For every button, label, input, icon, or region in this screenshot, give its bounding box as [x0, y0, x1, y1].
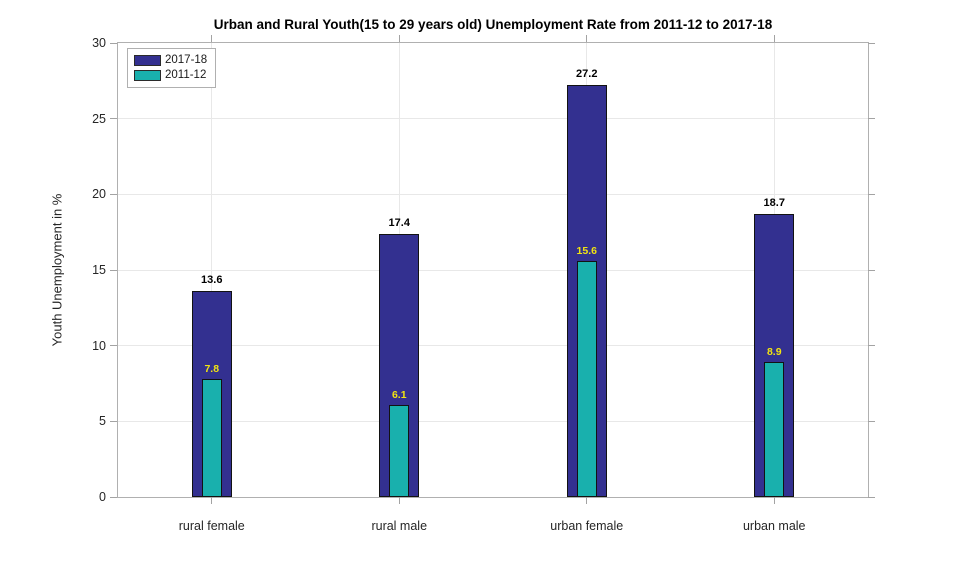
bar-label-2011-12-rural-male: 6.1	[391, 388, 407, 401]
gridline-x-0	[211, 43, 213, 497]
y-tick-left-5	[110, 420, 117, 422]
bar-label-2011-12-rural-female: 7.8	[204, 362, 220, 375]
bar-2011-12-rural-male	[389, 404, 410, 497]
y-tick-right-15	[868, 269, 875, 271]
legend-label-2011-12: 2011-12	[165, 69, 207, 81]
gridline-y-15	[118, 269, 868, 271]
y-tick-left-30	[110, 42, 117, 44]
x-tick-label-3: urban male	[742, 519, 806, 533]
y-tick-left-20	[110, 193, 117, 195]
y-tick-label-5: 5	[99, 414, 106, 429]
y-tick-left-15	[110, 269, 117, 271]
bar-label-2011-12-urban-female: 15.6	[576, 244, 597, 257]
legend-swatch-2017-18	[134, 55, 161, 66]
x-tick-label-1: rural male	[371, 519, 428, 533]
bar-label-2017-18-rural-female: 13.6	[201, 274, 223, 287]
y-tick-right-25	[868, 118, 875, 120]
x-tick-top-0	[211, 35, 213, 42]
x-tick-label-2: urban female	[550, 519, 624, 533]
x-tick-top-3	[773, 35, 775, 42]
bar-2011-12-rural-female	[201, 378, 222, 497]
y-tick-right-30	[868, 42, 875, 44]
x-tick-bottom-1	[398, 497, 400, 504]
y-tick-label-0: 0	[99, 490, 106, 504]
chart-title: Urban and Rural Youth(15 to 29 years old…	[213, 17, 773, 32]
y-tick-label-25: 25	[92, 111, 106, 126]
y-tick-right-10	[868, 345, 875, 347]
bar-label-2017-18-rural-male: 17.4	[388, 216, 410, 229]
y-tick-label-30: 30	[92, 36, 106, 50]
legend-label-2017-18: 2017-18	[165, 54, 208, 66]
gridline-y-25	[118, 118, 868, 120]
gridline-y-5	[118, 420, 868, 422]
x-tick-bottom-0	[211, 497, 213, 504]
plot-area: 2017-18 2011-12 13.6 7.8 17.4 6.1 27.2 15.6 18…	[110, 35, 875, 504]
legend-item-2011-12: 2011-12	[134, 68, 207, 83]
y-tick-right-20	[868, 193, 875, 195]
y-tick-left-10	[110, 345, 117, 347]
y-tick-right-5	[868, 420, 875, 422]
bar-label-2017-18-urban-female: 27.2	[576, 68, 598, 81]
bar-label-2011-12-urban-male: 8.9	[766, 346, 782, 359]
y-tick-left-25	[110, 118, 117, 120]
x-tick-bottom-3	[773, 497, 775, 504]
x-tick-bottom-2	[586, 497, 588, 504]
gridline-y-20	[118, 193, 868, 195]
x-tick-label-0: rural female	[178, 519, 245, 533]
y-axis-label: Youth Unemployment in %	[49, 193, 65, 347]
y-tick-label-10: 10	[92, 338, 106, 353]
legend: 2017-18 2011-12	[127, 48, 217, 88]
y-tick-right-0	[868, 496, 875, 498]
bar-2011-12-urban-male	[764, 362, 785, 497]
y-tick-label-15: 15	[92, 263, 106, 277]
x-tick-top-1	[398, 35, 400, 42]
legend-item-2017-18: 2017-18	[134, 53, 207, 68]
bar-label-2017-18-urban-male: 18.7	[763, 197, 785, 209]
y-tick-label-20: 20	[92, 187, 106, 202]
x-tick-top-2	[586, 35, 588, 42]
y-tick-left-0	[110, 496, 117, 498]
gridline-y-10	[118, 345, 868, 347]
legend-swatch-2011-12	[134, 70, 161, 81]
bar-2011-12-urban-female	[576, 260, 597, 497]
